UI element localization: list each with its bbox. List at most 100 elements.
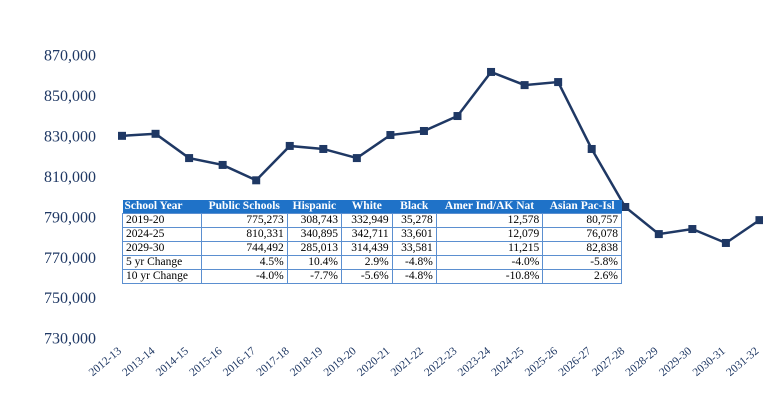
table-cell: 35,278 — [391, 213, 437, 228]
x-tick-label: 2012-13 — [87, 345, 124, 379]
table-row: 2024-25 810,331 340,895 342,711 33,601 12,079… — [122, 227, 622, 242]
table-row: 10 yr Change -4.0% -7.7% -5.6% -4.8% -10.8% 2.… — [122, 269, 622, 284]
table-cell: -7.7% — [286, 269, 342, 284]
table-cell: 5 yr Change — [122, 255, 202, 270]
y-tick-label: 770,000 — [44, 250, 96, 267]
table-cell: 810,331 — [200, 227, 288, 242]
table-cell: 2019-20 — [122, 213, 202, 228]
x-tick-label: 2021-22 — [389, 345, 426, 379]
x-tick-label: 2016-17 — [221, 345, 258, 379]
y-tick-label: 750,000 — [44, 290, 96, 307]
table-cell: 80,757 — [542, 213, 622, 228]
table-cell: -5.8% — [542, 255, 622, 270]
table-cell: -4.0% — [200, 269, 288, 284]
point-marker — [487, 67, 496, 76]
x-tick-label: 2019-20 — [322, 345, 359, 379]
x-tick-label: 2024-25 — [489, 345, 526, 379]
x-tick-label: 2017-18 — [255, 345, 292, 379]
point-marker — [621, 202, 630, 211]
table-cell: 12,079 — [435, 227, 544, 242]
point-marker — [721, 238, 730, 247]
table-cell: 332,949 — [340, 213, 393, 228]
column-header: Hispanic — [287, 200, 342, 214]
table-cell: 10.4% — [286, 255, 342, 270]
table-cell: -5.6% — [340, 269, 393, 284]
column-header: Black — [392, 200, 437, 214]
x-tick-label: 2020-21 — [355, 345, 392, 379]
x-tick-label: 2013-14 — [120, 345, 157, 379]
y-tick-label: 810,000 — [44, 169, 96, 186]
table-cell: 82,838 — [542, 241, 622, 256]
point-marker — [654, 230, 663, 239]
table-cell: 2.9% — [340, 255, 393, 270]
point-marker — [688, 225, 697, 234]
x-tick-label: 2018-19 — [288, 345, 325, 379]
table-cell: 2029-30 — [122, 241, 202, 256]
column-header: Asian Pac-Isl — [542, 200, 622, 214]
x-tick-label: 2023-24 — [456, 345, 493, 379]
x-tick-label: 2022-23 — [422, 345, 459, 379]
table-cell: 342,711 — [340, 227, 393, 242]
x-tick-label: 2025-26 — [523, 345, 560, 379]
point-marker — [319, 144, 328, 153]
table-cell: -10.8% — [435, 269, 544, 284]
x-tick-label: 2029-30 — [657, 345, 694, 379]
table-cell: 285,013 — [286, 241, 342, 256]
table-cell: 314,439 — [340, 241, 393, 256]
y-tick-label: 730,000 — [44, 331, 96, 348]
table-cell: 10 yr Change — [122, 269, 202, 284]
point-marker — [386, 131, 395, 140]
table-cell: 2.6% — [542, 269, 622, 284]
table-cell: 308,743 — [286, 213, 342, 228]
table-row: 2019-20 775,273 308,743 332,949 35,278 12,578… — [122, 213, 622, 228]
y-tick-label: 790,000 — [44, 209, 96, 226]
point-marker — [453, 112, 462, 121]
table-cell: 775,273 — [200, 213, 288, 228]
column-header: Amer Ind/AK Nat — [436, 200, 543, 214]
x-tick-label: 2031-32 — [724, 345, 761, 379]
table-cell: 340,895 — [286, 227, 342, 242]
summary-table: School Year Public Schools Hispanic White Bl… — [122, 200, 622, 284]
table-cell: 33,601 — [391, 227, 437, 242]
table-row: 5 yr Change 4.5% 10.4% 2.9% -4.8% -4.0% -5.8% — [122, 255, 622, 270]
point-marker — [554, 78, 563, 87]
point-marker — [587, 144, 596, 153]
point-marker — [755, 216, 763, 225]
table-cell: 11,215 — [435, 241, 544, 256]
y-tick-label: 830,000 — [44, 129, 96, 146]
table-cell: 4.5% — [200, 255, 288, 270]
point-marker — [352, 154, 361, 163]
table-cell: 33,581 — [391, 241, 437, 256]
x-tick-label: 2027-28 — [590, 345, 627, 379]
column-header: Public Schools — [201, 200, 288, 214]
point-marker — [118, 131, 126, 140]
table-cell: 12,578 — [435, 213, 544, 228]
point-marker — [285, 141, 294, 150]
point-marker — [252, 176, 261, 185]
table-cell: -4.8% — [391, 269, 437, 284]
header-row: School Year Public Schools Hispanic White Bl… — [122, 200, 622, 214]
y-tick-label: 850,000 — [44, 88, 96, 105]
series-line — [121, 70, 761, 245]
x-tick-label: 2030-31 — [691, 345, 728, 379]
x-tick-label: 2015-16 — [187, 345, 224, 379]
table-cell: -4.0% — [435, 255, 544, 270]
column-header: White — [341, 200, 393, 214]
x-tick-label: 2014-15 — [154, 345, 191, 379]
table-row: 2029-30 744,492 285,013 314,439 33,581 11,215… — [122, 241, 622, 256]
x-tick-label: 2026-27 — [557, 345, 594, 379]
table-cell: 76,078 — [542, 227, 622, 242]
point-marker — [185, 154, 194, 163]
point-marker — [520, 81, 529, 90]
y-tick-label: 870,000 — [44, 48, 96, 65]
table-cell: 744,492 — [200, 241, 288, 256]
point-marker — [419, 126, 428, 135]
point-marker — [151, 129, 160, 138]
table-cell: 2024-25 — [122, 227, 202, 242]
table-cell: -4.8% — [391, 255, 437, 270]
point-marker — [218, 160, 227, 169]
column-header: School Year — [122, 200, 202, 214]
x-tick-label: 2028-29 — [624, 345, 661, 379]
